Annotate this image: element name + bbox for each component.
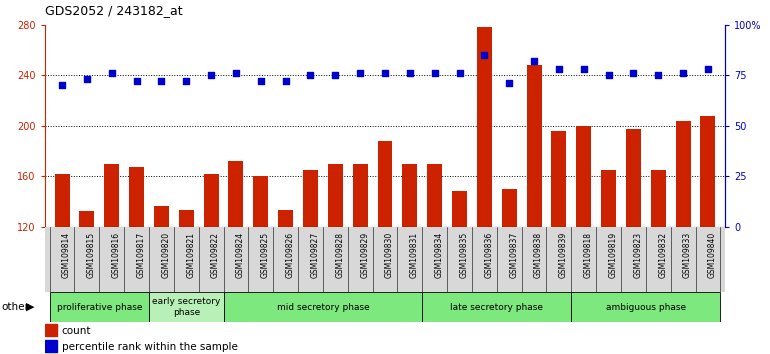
Point xyxy=(105,70,118,76)
Text: GSM109827: GSM109827 xyxy=(310,232,320,278)
Bar xyxy=(328,164,343,227)
Bar xyxy=(203,173,219,227)
Point xyxy=(180,79,192,84)
Text: GSM109835: GSM109835 xyxy=(460,232,468,278)
Point xyxy=(379,70,391,76)
Text: GSM109840: GSM109840 xyxy=(708,232,717,278)
Text: GSM109815: GSM109815 xyxy=(87,232,96,278)
Text: GSM109818: GSM109818 xyxy=(584,232,593,278)
Text: late secretory phase: late secretory phase xyxy=(450,303,544,312)
Bar xyxy=(576,126,591,227)
Point xyxy=(429,70,441,76)
Text: GSM109824: GSM109824 xyxy=(236,232,245,278)
Bar xyxy=(79,211,95,227)
Point xyxy=(280,79,292,84)
Point xyxy=(354,70,367,76)
Point xyxy=(255,79,267,84)
Point xyxy=(229,70,242,76)
Bar xyxy=(45,340,57,353)
Bar xyxy=(477,27,492,227)
Bar xyxy=(403,164,417,227)
Text: count: count xyxy=(62,326,91,336)
Text: GSM109821: GSM109821 xyxy=(186,232,196,278)
Bar xyxy=(253,176,268,227)
Text: GSM109823: GSM109823 xyxy=(634,232,642,278)
Bar xyxy=(701,115,715,227)
Bar xyxy=(651,170,666,227)
Text: early secretory
phase: early secretory phase xyxy=(152,297,220,317)
Text: other: other xyxy=(2,302,29,312)
Point xyxy=(677,70,689,76)
Text: proliferative phase: proliferative phase xyxy=(56,303,142,312)
Bar xyxy=(45,324,57,336)
Bar xyxy=(675,121,691,227)
Text: GSM109833: GSM109833 xyxy=(683,232,692,278)
Text: GSM109839: GSM109839 xyxy=(559,232,568,278)
Text: GSM109838: GSM109838 xyxy=(534,232,543,278)
Bar xyxy=(377,141,393,227)
Point xyxy=(329,73,341,78)
Text: GSM109819: GSM109819 xyxy=(608,232,618,278)
Point xyxy=(454,70,466,76)
Text: GSM109836: GSM109836 xyxy=(484,232,494,278)
Point xyxy=(503,80,515,86)
Bar xyxy=(55,173,69,227)
Point xyxy=(528,58,541,64)
Text: GSM109829: GSM109829 xyxy=(360,232,369,278)
Point xyxy=(205,73,217,78)
Bar xyxy=(223,292,422,322)
Bar xyxy=(422,292,571,322)
Point xyxy=(403,70,416,76)
Text: GSM109832: GSM109832 xyxy=(658,232,668,278)
Text: GSM109825: GSM109825 xyxy=(261,232,270,278)
Text: GSM109834: GSM109834 xyxy=(435,232,444,278)
Point xyxy=(578,66,590,72)
Bar xyxy=(303,170,318,227)
Bar xyxy=(601,170,616,227)
Point xyxy=(130,79,142,84)
Point xyxy=(553,66,565,72)
Bar xyxy=(229,161,243,227)
Point xyxy=(156,79,168,84)
Point xyxy=(56,82,69,88)
Bar xyxy=(49,292,149,322)
Text: GSM109828: GSM109828 xyxy=(335,232,344,278)
Point xyxy=(478,52,490,58)
Point xyxy=(304,73,316,78)
Text: GSM109816: GSM109816 xyxy=(112,232,121,278)
Bar xyxy=(149,292,223,322)
Text: ambiguous phase: ambiguous phase xyxy=(606,303,686,312)
Point xyxy=(652,73,665,78)
Point xyxy=(701,66,714,72)
Text: GSM109831: GSM109831 xyxy=(410,232,419,278)
Bar xyxy=(353,164,367,227)
Text: GSM109822: GSM109822 xyxy=(211,232,220,278)
Point xyxy=(602,73,614,78)
Bar xyxy=(502,189,517,227)
Text: GDS2052 / 243182_at: GDS2052 / 243182_at xyxy=(45,4,182,17)
Text: mid secretory phase: mid secretory phase xyxy=(276,303,370,312)
Point xyxy=(628,70,640,76)
Text: GSM109826: GSM109826 xyxy=(286,232,295,278)
Bar xyxy=(278,210,293,227)
Bar xyxy=(179,210,194,227)
Text: ▶: ▶ xyxy=(26,302,35,312)
Text: GSM109820: GSM109820 xyxy=(162,232,170,278)
Bar xyxy=(129,167,144,227)
Bar xyxy=(551,131,567,227)
Text: GSM109814: GSM109814 xyxy=(62,232,71,278)
Bar xyxy=(626,130,641,227)
Bar xyxy=(571,292,721,322)
Bar xyxy=(527,65,541,227)
Text: GSM109817: GSM109817 xyxy=(136,232,146,278)
Text: GSM109830: GSM109830 xyxy=(385,232,394,278)
Bar xyxy=(104,164,119,227)
Bar xyxy=(154,206,169,227)
Text: percentile rank within the sample: percentile rank within the sample xyxy=(62,342,238,352)
Bar xyxy=(452,191,467,227)
Bar xyxy=(427,164,442,227)
Text: GSM109837: GSM109837 xyxy=(509,232,518,278)
Point xyxy=(81,76,93,82)
